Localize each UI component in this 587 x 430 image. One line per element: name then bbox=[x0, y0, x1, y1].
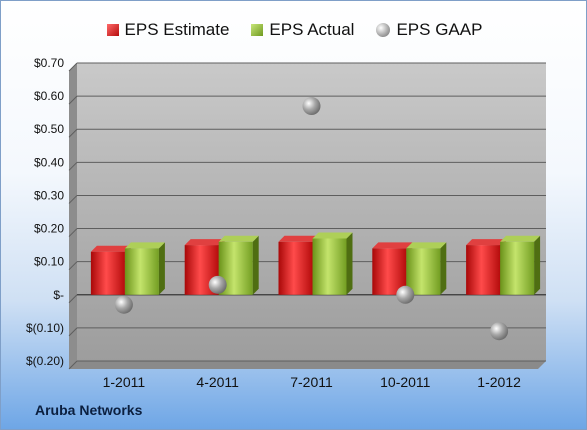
bar-eps-actual-top bbox=[218, 235, 259, 242]
gridline-depth bbox=[68, 327, 78, 337]
legend-item-gaap: EPS GAAP bbox=[376, 20, 482, 40]
y-tick-label: $0.70 bbox=[34, 56, 64, 70]
y-tick-label: $- bbox=[53, 288, 64, 302]
gridline-depth bbox=[68, 161, 78, 171]
y-tick-label: $0.40 bbox=[34, 155, 64, 169]
bar-eps-estimate-top bbox=[372, 242, 413, 249]
bar-eps-actual bbox=[406, 248, 441, 295]
bar-eps-actual-top bbox=[406, 242, 447, 249]
point-eps-gaap bbox=[114, 295, 133, 314]
bar-eps-actual-side bbox=[158, 242, 165, 295]
gridline-depth bbox=[68, 228, 78, 237]
gridline-depth bbox=[68, 195, 78, 204]
legend-item-estimate: EPS Estimate bbox=[106, 20, 230, 40]
bar-eps-actual-side bbox=[534, 235, 541, 295]
bar-eps-actual-top bbox=[312, 232, 353, 239]
y-tick-label: $(0.20) bbox=[26, 354, 64, 368]
plot-floor bbox=[69, 361, 546, 369]
y-tick-label: $0.30 bbox=[34, 188, 64, 202]
x-tick-label: 1-2011 bbox=[103, 374, 146, 390]
company-name: Aruba Networks bbox=[35, 402, 143, 418]
y-tick-label: $0.60 bbox=[34, 89, 64, 103]
bar-eps-estimate-top bbox=[278, 235, 319, 242]
bar-eps-estimate bbox=[466, 245, 501, 295]
gridline-depth bbox=[68, 128, 78, 138]
bar-eps-estimate-top bbox=[90, 245, 131, 252]
y-tick-label: $0.20 bbox=[34, 222, 64, 236]
bar-eps-estimate-top bbox=[466, 239, 507, 246]
x-tick-label: 1-2012 bbox=[477, 374, 521, 390]
bar-eps-actual bbox=[124, 248, 159, 295]
gridline-depth bbox=[68, 294, 78, 304]
y-tick-label: $0.50 bbox=[34, 122, 64, 136]
bar-eps-estimate bbox=[90, 251, 125, 295]
gaap-swatch-icon bbox=[376, 23, 391, 37]
bar-eps-estimate bbox=[372, 248, 407, 295]
x-tick-label: 4-2011 bbox=[196, 374, 239, 390]
bar-eps-actual bbox=[312, 238, 347, 295]
legend-item-actual: EPS Actual bbox=[251, 20, 354, 40]
bar-eps-actual-side bbox=[346, 232, 353, 295]
estimate-swatch-icon bbox=[106, 24, 119, 36]
bar-eps-actual bbox=[500, 241, 535, 295]
gridline-depth bbox=[68, 360, 78, 370]
bar-eps-estimate-top bbox=[184, 239, 225, 246]
point-eps-gaap bbox=[490, 322, 509, 341]
x-tick-label: 7-2011 bbox=[290, 374, 333, 390]
y-tick-label: $(0.10) bbox=[26, 321, 64, 335]
x-tick-label: 10-2011 bbox=[380, 374, 431, 390]
gridline-depth bbox=[68, 62, 78, 72]
point-eps-gaap bbox=[396, 285, 415, 304]
gridline-depth bbox=[68, 95, 78, 105]
y-tick-label: $0.10 bbox=[34, 255, 64, 269]
plot-side-wall bbox=[69, 63, 77, 369]
bar-eps-actual-top bbox=[124, 242, 165, 249]
legend-label-estimate: EPS Estimate bbox=[124, 20, 230, 39]
gridline-depth bbox=[68, 261, 78, 271]
legend-label-actual: EPS Actual bbox=[269, 20, 355, 39]
legend: EPS Estimate EPS Actual EPS GAAP bbox=[1, 17, 586, 43]
bar-eps-actual-top bbox=[500, 235, 541, 242]
point-eps-gaap bbox=[208, 275, 227, 294]
legend-label-gaap: EPS GAAP bbox=[396, 20, 483, 39]
bar-eps-actual-side bbox=[252, 235, 259, 295]
bar-eps-actual-side bbox=[440, 242, 447, 295]
actual-swatch-icon bbox=[251, 24, 264, 36]
point-eps-gaap bbox=[302, 97, 321, 116]
bar-eps-estimate bbox=[278, 241, 313, 295]
